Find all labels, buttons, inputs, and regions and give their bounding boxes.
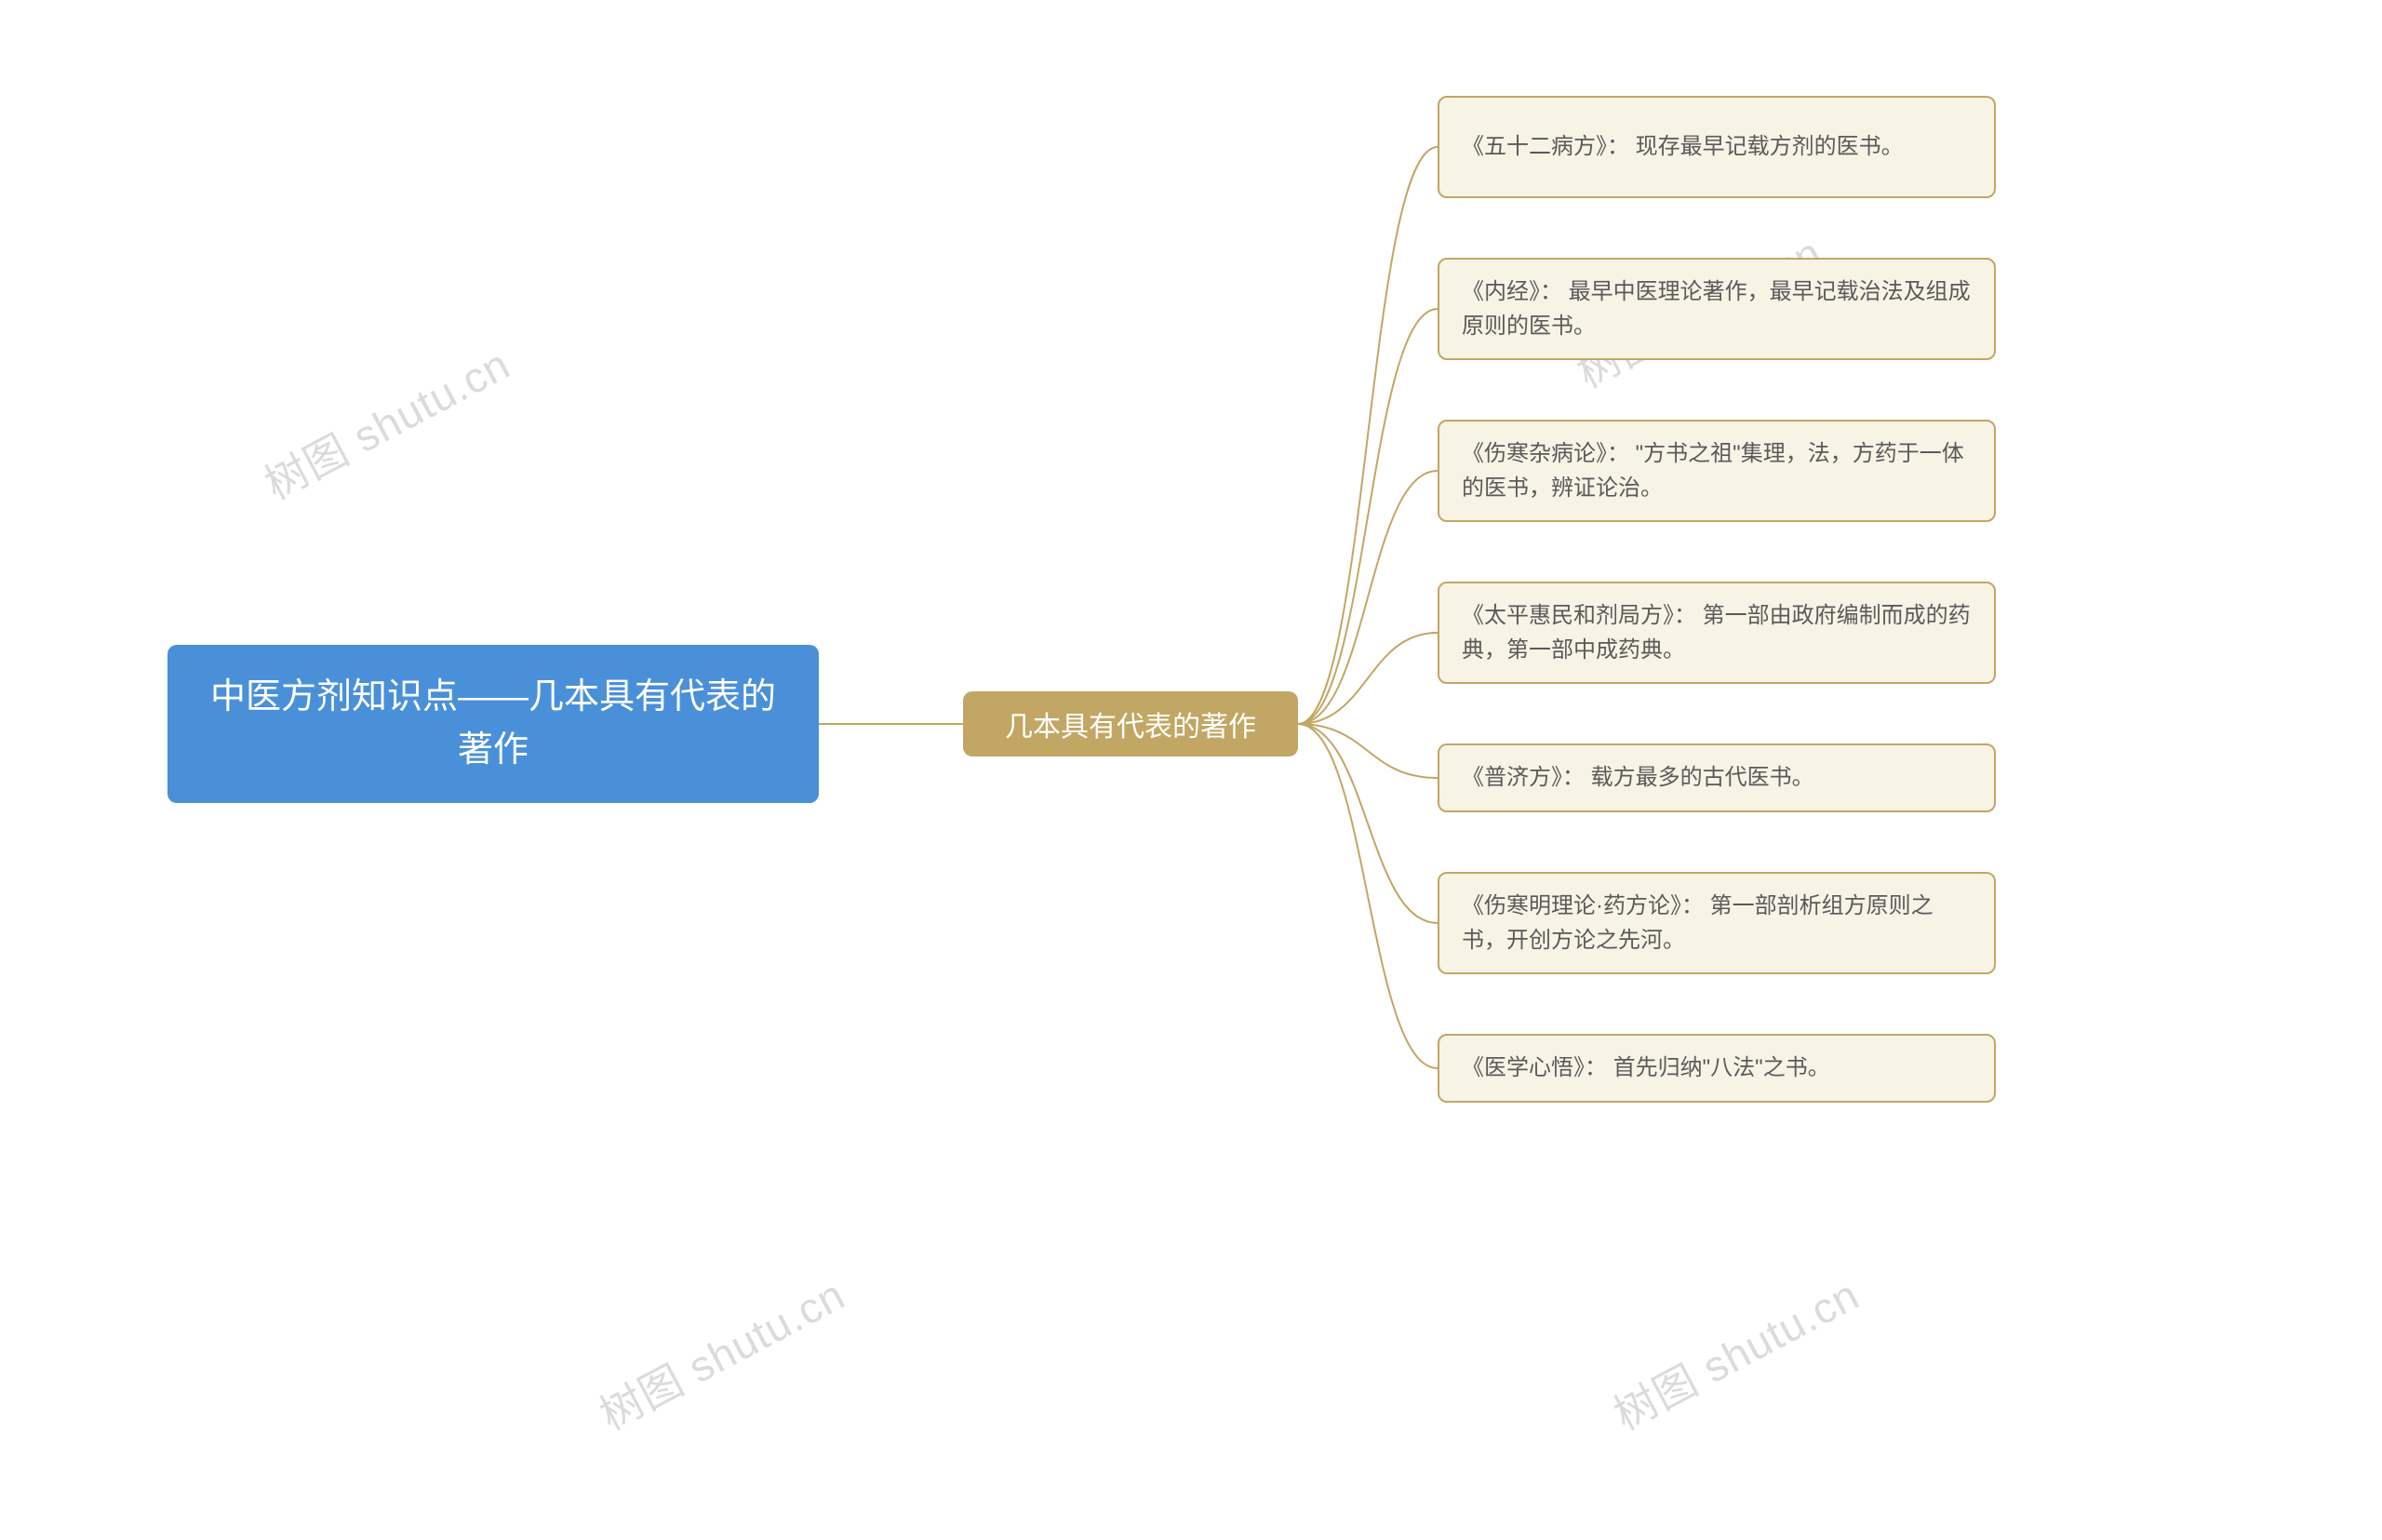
leaf-text: 《伤寒杂病论》： "方书之祖"集理，法，方药于一体的医书，辨证论治。 xyxy=(1462,436,1972,505)
leaf-node-1[interactable]: 《内经》： 最早中医理论著作，最早记载治法及组成原则的医书。 xyxy=(1438,258,1996,360)
leaf-node-2[interactable]: 《伤寒杂病论》： "方书之祖"集理，法，方药于一体的医书，辨证论治。 xyxy=(1438,420,1996,522)
connector-mid-leaf-1 xyxy=(1298,309,1438,724)
leaf-node-0[interactable]: 《五十二病方》： 现存最早记载方剂的医书。 xyxy=(1438,96,1996,198)
watermark: 树图 shutu.cn xyxy=(1601,1262,1868,1442)
leaf-node-5[interactable]: 《伤寒明理论·药方论》： 第一部剖析组方原则之书，开创方论之先河。 xyxy=(1438,872,1996,974)
leaf-text: 《五十二病方》： 现存最早记载方剂的医书。 xyxy=(1462,129,1904,164)
watermark: 树图 shutu.cn xyxy=(252,331,519,512)
leaf-text: 《普济方》： 载方最多的古代医书。 xyxy=(1462,760,1814,795)
leaf-node-3[interactable]: 《太平惠民和剂局方》： 第一部由政府编制而成的药典，第一部中成药典。 xyxy=(1438,582,1996,684)
branch-node[interactable]: 几本具有代表的著作 xyxy=(963,691,1298,757)
connector-mid-leaf-0 xyxy=(1298,147,1438,724)
leaf-text: 《内经》： 最早中医理论著作，最早记载治法及组成原则的医书。 xyxy=(1462,275,1972,343)
connector-mid-leaf-4 xyxy=(1298,724,1438,778)
leaf-node-4[interactable]: 《普济方》： 载方最多的古代医书。 xyxy=(1438,743,1996,812)
leaf-text: 《医学心悟》： 首先归纳"八法"之书。 xyxy=(1462,1051,1830,1085)
connector-mid-leaf-5 xyxy=(1298,724,1438,923)
leaf-text: 《伤寒明理论·药方论》： 第一部剖析组方原则之书，开创方论之先河。 xyxy=(1462,889,1972,957)
mindmap-canvas: 树图 shutu.cn 树图 shutu.cn 树图 shutu.cn 树图 s… xyxy=(0,0,2382,1540)
connector-mid-leaf-2 xyxy=(1298,471,1438,724)
root-node[interactable]: 中医方剂知识点——几本具有代表的著作 xyxy=(167,645,819,803)
leaf-text: 《太平惠民和剂局方》： 第一部由政府编制而成的药典，第一部中成药典。 xyxy=(1462,598,1972,667)
leaf-node-6[interactable]: 《医学心悟》： 首先归纳"八法"之书。 xyxy=(1438,1034,1996,1103)
connector-mid-leaf-3 xyxy=(1298,633,1438,724)
connector-mid-leaf-6 xyxy=(1298,724,1438,1068)
watermark: 树图 shutu.cn xyxy=(587,1262,854,1442)
